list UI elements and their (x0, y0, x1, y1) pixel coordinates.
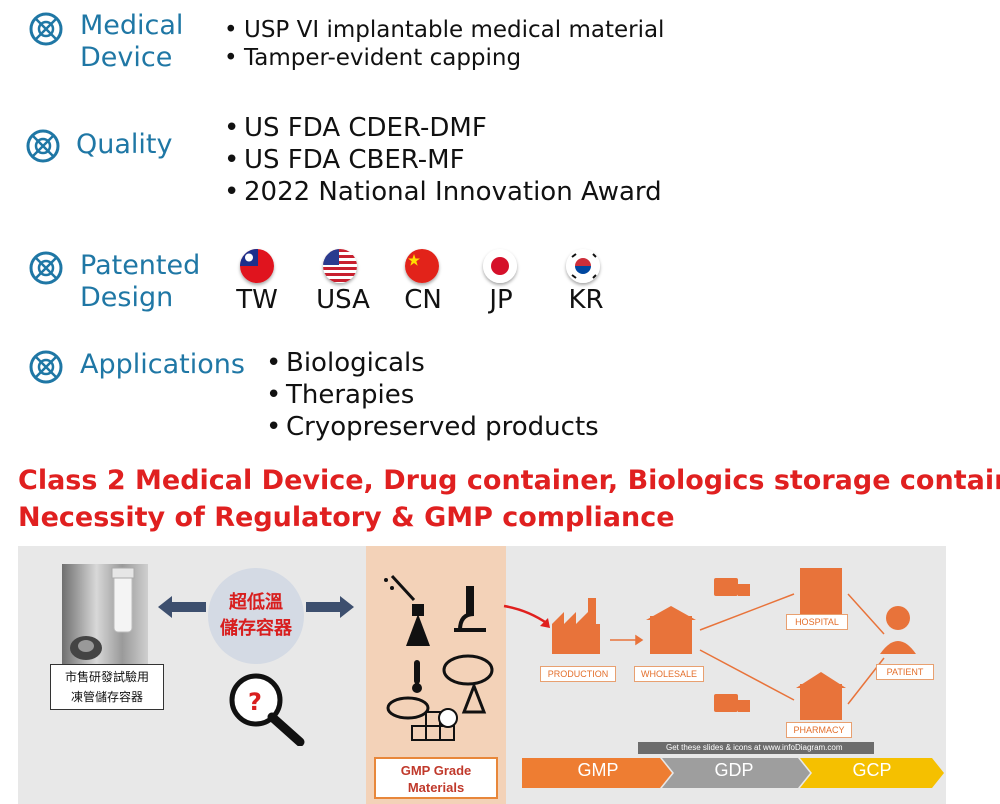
list-item: 2022 National Innovation Award (224, 176, 662, 208)
list-item: US FDA CBER-MF (224, 144, 662, 176)
supply-chain-diagram: 市售研發試驗用 凍管儲存容器 超低溫 儲存容器 ? GMP Grade Mate (18, 546, 946, 804)
section-bullet-icon (26, 129, 60, 163)
hospital-label: HOSPITAL (786, 614, 848, 630)
japan-flag-icon (483, 249, 517, 283)
supply-chain-flow-icons (552, 568, 916, 720)
section-title-quality: Quality (76, 129, 173, 160)
wholesale-label: WHOLESALE (634, 666, 704, 682)
headline-line-1: Class 2 Medical Device, Drug container, … (18, 465, 1000, 496)
section-bullet-icon (29, 12, 63, 46)
cryo-vial-icon (70, 567, 135, 660)
list-item: USP VI implantable medical material (224, 16, 664, 44)
section-title-applications: Applications (80, 349, 245, 380)
production-label: PRODUCTION (540, 666, 616, 682)
flag-label-tw: TW (236, 285, 278, 315)
medical-device-bullets: USP VI implantable medical material Tamp… (224, 16, 664, 72)
list-item: Biologicals (266, 347, 599, 379)
section-title-medical-device: Medical Device (80, 10, 184, 73)
section-title-patented-design: Patented Design (80, 250, 201, 313)
section-bullet-icon (29, 251, 63, 285)
chevron-bar (522, 758, 944, 788)
flag-label-jp: JP (489, 285, 513, 315)
list-item: Tamper-evident capping (224, 44, 664, 72)
applications-bullets: Biologicals Therapies Cryopreserved prod… (266, 347, 599, 443)
magnifier-question-icon: ? (229, 673, 305, 746)
china-flag-icon (405, 249, 439, 283)
patient-label: PATIENT (876, 664, 934, 680)
gmp-grade-materials-label: GMP Grade Materials (374, 757, 498, 799)
list-item: US FDA CDER-DMF (224, 112, 662, 144)
chevron-gmp: GMP (577, 760, 619, 780)
list-item: Cryopreserved products (266, 411, 599, 443)
taiwan-flag-icon (240, 249, 274, 283)
chevron-gcp: GCP (852, 760, 892, 780)
chevron-gdp: GDP (714, 760, 754, 780)
quality-bullets: US FDA CDER-DMF US FDA CBER-MF 2022 Nati… (224, 112, 662, 208)
korea-flag-icon (566, 249, 600, 283)
flag-label-cn: CN (404, 285, 442, 315)
flag-label-kr: KR (568, 285, 604, 315)
usa-flag-icon (323, 249, 357, 283)
market-vial-label: 市售研發試驗用 凍管儲存容器 (50, 664, 164, 710)
list-item: Therapies (266, 379, 599, 411)
headline-line-2: Necessity of Regulatory & GMP compliance (18, 502, 675, 533)
double-arrow-icon (158, 596, 354, 618)
lab-equipment-icons (384, 574, 494, 741)
vial-photo (62, 564, 148, 668)
flag-label-usa: USA (316, 285, 370, 315)
credit-bar: Get these slides & icons at www.infoDiag… (638, 742, 874, 754)
pharmacy-label: PHARMACY (786, 722, 852, 738)
section-bullet-icon (29, 350, 63, 384)
svg-text:?: ? (248, 688, 262, 716)
ultra-low-temp-storage-label: 超低溫 儲存容器 (208, 568, 304, 664)
red-arrow-icon (503, 604, 550, 628)
